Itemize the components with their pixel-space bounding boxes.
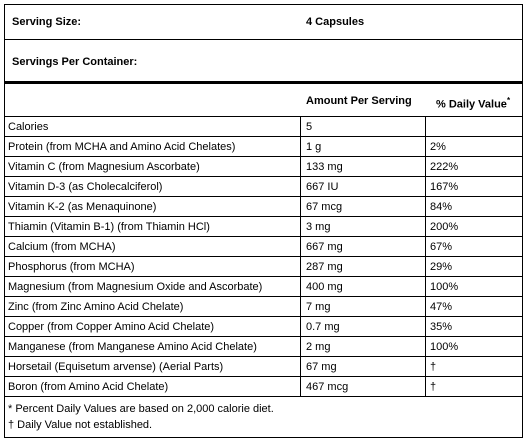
row-divider [4,356,523,357]
nutrient-name: Vitamin D-3 (as Cholecalciferol) [8,181,163,193]
nutrient-amount: 133 mg [306,161,343,173]
nutrient-name: Copper (from Copper Amino Acid Chelate) [8,321,215,333]
nutrient-daily-value: 167% [430,181,459,193]
nutrient-daily-value: 67% [430,241,453,253]
serving-size-label: Serving Size: [12,16,82,28]
nutrient-name: Vitamin C (from Magnesium Ascorbate) [8,161,200,173]
nutrient-amount: 467 mcg [306,381,349,393]
nutrient-amount: 7 mg [306,301,331,313]
nutrient-amount: 667 IU [306,181,339,193]
nutrient-daily-value: 35% [430,321,453,333]
row-divider [4,296,523,297]
row-divider [4,136,523,137]
nutrient-daily-value: 2% [430,141,446,153]
nutrient-name: Zinc (from Zinc Amino Acid Chelate) [8,301,184,313]
nutrient-amount: 67 mcg [306,201,343,213]
row-divider [4,216,523,217]
nutrient-name: Manganese (from Manganese Amino Acid Che… [8,341,257,353]
nutrient-amount: 287 mg [306,261,343,273]
nutrient-daily-value: † [430,381,437,393]
servings-per-container-label: Servings Per Container: [12,56,138,68]
row-divider [4,176,523,177]
nutrient-name: Protein (from MCHA and Amino Acid Chelat… [8,141,236,153]
nutrient-name: Thiamin (Vitamin B-1) (from Thiamin HCl) [8,221,210,233]
nutrient-daily-value: 84% [430,201,453,213]
divider [4,39,523,40]
row-divider [4,196,523,197]
daily-value-marker: * [506,96,511,105]
thick-divider [4,81,523,84]
daily-value-header: % Daily Value* [436,94,510,112]
nutrient-daily-value: † [430,361,437,373]
footnote: * Percent Daily Values are based on 2,00… [8,403,274,415]
nutrient-name: Boron (from Amino Acid Chelate) [8,381,169,393]
column-divider [300,117,301,397]
nutrient-amount: 67 mg [306,361,337,373]
row-divider [4,156,523,157]
column-divider [425,117,426,397]
daily-value-text: % Daily Value [436,98,507,111]
nutrient-amount: 400 mg [306,281,343,293]
nutrient-name: Vitamin K-2 (as Menaquinone) [8,201,157,213]
row-divider [4,316,523,317]
panel-border [4,4,523,438]
nutrient-amount: 0.7 mg [306,321,340,333]
row-divider [4,376,523,377]
row-divider [4,236,523,237]
nutrient-amount: 5 [306,121,313,133]
nutrient-amount: 3 mg [306,221,331,233]
row-divider [4,336,523,337]
nutrient-daily-value: 200% [430,221,459,233]
row-divider [4,256,523,257]
nutrient-amount: 667 mg [306,241,343,253]
nutrient-amount: 1 g [306,141,322,153]
nutrient-amount: 2 mg [306,341,331,353]
footnote: † Daily Value not established. [8,419,153,431]
serving-size-value: 4 Capsules [306,16,365,28]
row-divider [4,276,523,277]
nutrient-daily-value: 47% [430,301,453,313]
row-divider [4,396,523,397]
nutrient-name: Phosphorus (from MCHA) [8,261,135,273]
divider [4,116,523,117]
nutrient-daily-value: 100% [430,281,459,293]
nutrient-name: Magnesium (from Magnesium Oxide and Asco… [8,281,263,293]
nutrient-name: Horsetail (Equisetum arvense) (Aerial Pa… [8,361,224,373]
nutrient-daily-value: 222% [430,161,459,173]
nutrient-name: Calcium (from MCHA) [8,241,116,253]
nutrient-daily-value: 100% [430,341,459,353]
nutrient-daily-value: 29% [430,261,453,273]
nutrient-name: Calories [8,121,49,133]
amount-header: Amount Per Serving [306,95,412,107]
